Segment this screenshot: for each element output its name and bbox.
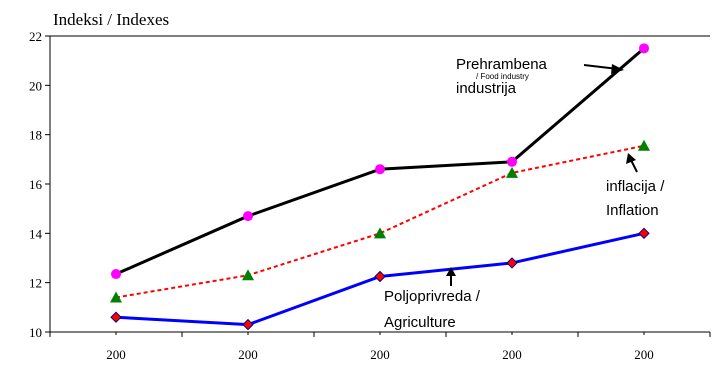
data-point-agriculture <box>506 257 518 269</box>
y-tick-label: 16 <box>29 177 43 192</box>
data-point-agriculture <box>638 227 650 240</box>
food-label-line2: industrija <box>456 80 517 97</box>
y-axis-title: Indeksi / Indexes <box>53 10 169 29</box>
data-point-inflation <box>242 269 254 281</box>
data-point-food <box>111 269 121 280</box>
data-point-inflation <box>374 227 386 239</box>
agri-label-line1: Poljoprivreda / <box>384 288 481 305</box>
data-point-agriculture <box>110 311 122 323</box>
y-tick-label: 10 <box>29 325 42 340</box>
data-point-inflation <box>638 139 650 151</box>
data-point-inflation <box>506 166 518 178</box>
data-point-food <box>375 164 385 175</box>
inflation-label-line2: Inflation <box>606 202 659 219</box>
data-point-inflation <box>110 291 122 303</box>
agri-label-line2: Agriculture <box>384 314 456 331</box>
inflation-arrow <box>630 159 638 173</box>
data-point-food <box>243 211 253 222</box>
agriculture-annotation: Poljoprivreda / Agriculture <box>384 267 481 331</box>
series-line-inflation <box>115 144 645 299</box>
data-point-agriculture <box>242 318 254 331</box>
food-annotation: Prehrambena / Food industry industrija <box>456 56 624 97</box>
x-tick-label: 200 <box>106 347 126 362</box>
data-point-food <box>639 43 649 54</box>
food-arrowhead <box>611 64 624 74</box>
y-tick-label: 12 <box>29 276 42 291</box>
y-tick-label: 22 <box>29 29 42 44</box>
x-tick-label: 200 <box>502 347 522 362</box>
x-tick-label: 200 <box>634 347 654 362</box>
agri-arrowhead <box>446 267 456 276</box>
y-tick-label: 14 <box>29 226 43 241</box>
inflation-label-line1: inflacija / <box>606 178 665 195</box>
y-tick-label: 20 <box>29 78 42 93</box>
food-label-line1: Prehrambena <box>456 56 548 73</box>
inflation-annotation: inflacija / Inflation <box>606 153 665 219</box>
data-point-agriculture <box>374 270 386 283</box>
y-tick-label: 18 <box>29 128 42 143</box>
inflation-arrowhead <box>626 153 636 164</box>
data-point-food <box>507 156 517 167</box>
x-tick-label: 200 <box>370 347 390 362</box>
x-tick-label: 200 <box>238 347 258 362</box>
food-label-small: / Food industry <box>476 72 529 81</box>
